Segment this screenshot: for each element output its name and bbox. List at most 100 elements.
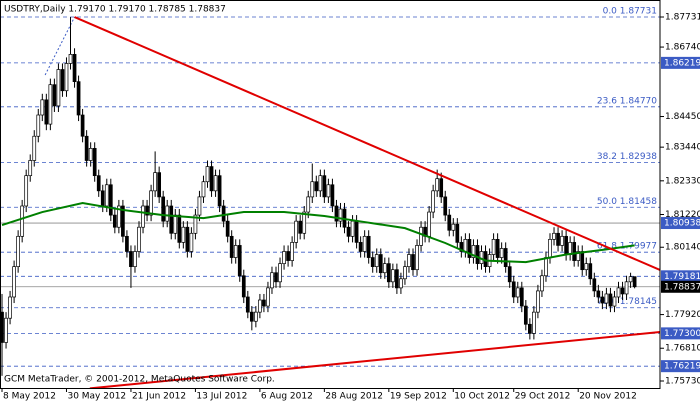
candle-body <box>189 232 194 252</box>
candle-body <box>270 272 274 289</box>
candle-body <box>604 293 609 304</box>
candle-body <box>511 281 516 298</box>
candle-body <box>624 281 629 295</box>
candle-body <box>338 208 343 222</box>
y-tick-label: 1.84450 <box>665 112 700 122</box>
candle-body <box>314 181 319 192</box>
y-tick-label: 1.82330 <box>665 176 700 186</box>
candle-body <box>121 205 125 237</box>
fib-level-label: 50.0 1.81458 <box>597 197 657 207</box>
candle-body <box>374 254 379 268</box>
candle-body <box>370 257 375 268</box>
candle-body <box>104 184 109 207</box>
candle-body <box>60 69 65 92</box>
candle-body <box>80 114 85 137</box>
candle-body <box>286 251 290 261</box>
candle-body <box>262 299 266 307</box>
candle-body <box>584 263 589 271</box>
y-tick-label: 1.80140 <box>665 243 700 253</box>
candle-body <box>290 242 294 261</box>
candle-body <box>294 220 299 243</box>
price-label: 1.76219 <box>664 362 700 372</box>
candle-body <box>221 205 226 222</box>
candle-body <box>354 220 359 243</box>
candle-body <box>572 242 577 261</box>
candle-body <box>117 205 121 228</box>
candle-body <box>8 296 12 319</box>
candle-body <box>592 278 597 292</box>
candle-body <box>556 232 560 246</box>
candle-body <box>4 317 8 343</box>
candle-body <box>157 172 162 198</box>
candle-body <box>419 226 423 246</box>
price-label: 1.79181 <box>664 272 700 282</box>
x-tick-label: 29 Oct 2012 <box>515 392 571 402</box>
candle-body <box>302 211 307 234</box>
candle-body <box>523 305 528 325</box>
candle-body <box>213 175 218 192</box>
candle-body <box>358 242 363 252</box>
candle-body <box>125 235 129 252</box>
fib-level-label: 38.2 1.82938 <box>597 152 657 162</box>
candle-body <box>366 235 371 258</box>
candle-body <box>628 276 633 283</box>
candle-body <box>153 172 157 192</box>
chart-title: USDTRY,Daily 1.79170 1.79170 1.78785 1.7… <box>4 5 226 15</box>
candle-body <box>439 178 444 198</box>
candle-body <box>334 205 339 222</box>
x-tick-label: 19 Sep 2012 <box>390 392 447 402</box>
candle-body <box>536 290 540 313</box>
y-tick-label: 1.77920 <box>665 310 700 320</box>
candle-body <box>52 84 57 107</box>
candle-body <box>64 63 69 92</box>
candle-body <box>137 226 141 252</box>
trendline <box>74 16 660 271</box>
candle-body <box>560 235 564 246</box>
candle-body <box>40 99 45 116</box>
y-tick-label: 1.83440 <box>665 143 700 153</box>
candle-body <box>282 251 286 264</box>
candle-body <box>266 287 270 307</box>
y-tick-label: 1.87731 <box>665 13 700 23</box>
candle-body <box>596 290 601 298</box>
candle-body <box>12 266 16 298</box>
candle-body <box>399 278 403 289</box>
candle-body <box>237 245 242 277</box>
y-tick-label: 1.75730 <box>665 376 700 386</box>
candle-body <box>491 239 496 255</box>
x-tick-label: 20 Nov 2012 <box>579 392 637 402</box>
candle-body <box>48 84 53 125</box>
price-label: 1.80938 <box>664 219 700 229</box>
candle-body <box>544 257 548 277</box>
y-tick-label: 1.86740 <box>665 43 700 53</box>
fib-level-label: 78.6 1.78145 <box>597 297 657 307</box>
candle-body <box>245 296 250 313</box>
x-tick-label: 10 Oct 2012 <box>454 392 510 402</box>
candle-body <box>548 239 552 258</box>
candle-body <box>133 251 137 268</box>
candle-body <box>84 135 89 161</box>
candle-body <box>229 235 234 258</box>
candle-body <box>205 166 210 183</box>
candle-body <box>612 296 617 307</box>
candle-body <box>129 251 133 268</box>
candle-body <box>225 220 230 237</box>
candle-body <box>318 175 323 192</box>
candle-body <box>233 245 238 258</box>
candle-body <box>145 205 149 216</box>
candle-body <box>507 266 512 283</box>
moving-average <box>1 201 635 264</box>
plot-border <box>0 0 661 389</box>
price-label-box <box>661 280 700 293</box>
x-tick-label: 8 May 2012 <box>3 392 56 402</box>
candle-body <box>616 287 621 298</box>
candle-body <box>76 81 81 116</box>
candle-body <box>322 175 327 198</box>
x-tick-label: 30 May 2012 <box>67 392 126 402</box>
candle-body <box>475 245 480 264</box>
candle-body <box>209 166 214 192</box>
x-tick-label: 21 Jun 2012 <box>132 392 186 402</box>
candle-body <box>254 311 258 322</box>
candle-body <box>165 205 170 222</box>
